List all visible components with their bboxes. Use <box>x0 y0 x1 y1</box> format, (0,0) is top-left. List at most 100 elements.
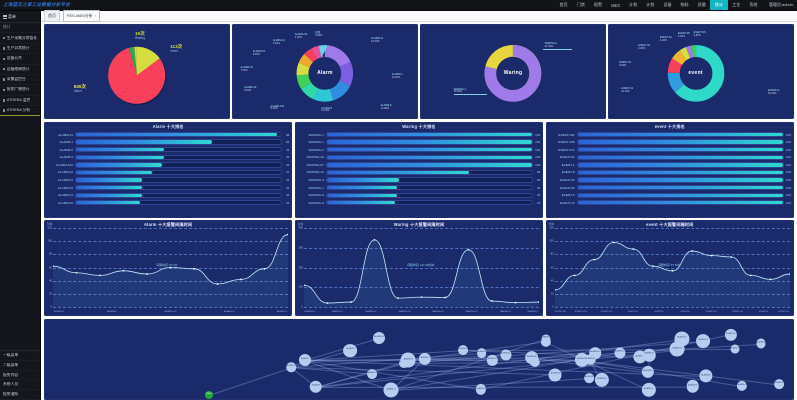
network-node[interactable]: ALARM-14 <box>548 368 562 382</box>
network-node[interactable]: ALARM-8 <box>309 380 323 393</box>
network-node[interactable]: ALARM-21 <box>418 352 432 365</box>
sidebar-bottom-item-4[interactable]: 报警通知 › <box>0 390 40 400</box>
network-node[interactable]: ALARM-44 <box>487 355 498 366</box>
series-annotation: 间隔时间: 67.54分 <box>658 262 681 267</box>
network-node[interactable]: ALARM-52 <box>500 349 512 361</box>
network-node[interactable]: ALARM-41 <box>674 331 690 347</box>
donut-label-2: EVENT-02 8.40% <box>619 60 631 67</box>
network-node[interactable]: ALARM-11 <box>286 362 296 373</box>
sidebar-item-1[interactable]: 生产异常统计 › <box>0 44 40 55</box>
top-nav: 首页 门禁 报警 MES 计划 计划 设备 物料 质量 统计 工艺 系统 <box>555 0 762 10</box>
network-node[interactable]: ALARM-99 <box>736 380 748 392</box>
y-tick-label: 120 <box>47 226 52 230</box>
bar-track <box>75 177 283 183</box>
gridline <box>303 228 540 229</box>
network-node[interactable]: ALARM-66 <box>594 372 609 387</box>
sidebar-item-5[interactable]: 报警广播统计 › <box>0 85 40 96</box>
topnav-item-8[interactable]: 质量 <box>697 2 706 7</box>
bar-track <box>576 192 784 198</box>
network-node[interactable]: ALARM-26 <box>589 347 601 359</box>
network-node[interactable]: ALARM-102 <box>373 331 386 344</box>
sidebar-bottom-item-3[interactable]: 系统人员 › <box>0 380 40 391</box>
network-node[interactable]: ALARM-61 <box>475 384 487 395</box>
network-node[interactable]: ALARM-12 <box>367 369 378 379</box>
topnav-item-2[interactable]: 报警 <box>593 2 603 7</box>
bar-track <box>576 169 784 176</box>
bar-track <box>325 169 534 176</box>
network-node[interactable]: ALARM-64 <box>696 333 710 348</box>
sidebar-item-2[interactable]: 设备公共 › <box>0 54 40 65</box>
topnav-item-3[interactable]: MES <box>611 2 620 8</box>
bar-fill <box>577 193 783 197</box>
sidebar-item-4[interactable]: 采集监控台 › <box>0 75 40 86</box>
network-node[interactable]: ALARM-1 <box>299 354 312 367</box>
tab-0[interactable]: 首页 <box>44 10 60 22</box>
network-root-node[interactable]: START <box>205 390 213 399</box>
topnav-item-1[interactable]: 门禁 <box>576 2 585 7</box>
network-node[interactable]: ALARM-9 <box>343 343 358 358</box>
y-tick-label: 40 <box>550 279 554 283</box>
line-series <box>303 238 539 307</box>
sidebar-bottom-label: 报警内容 <box>3 372 19 377</box>
network-node[interactable]: ALARM-82 <box>641 365 654 379</box>
sidebar-item-6[interactable]: ATHENA 监控 › <box>0 96 40 106</box>
network-node[interactable]: ALARM-15 <box>383 382 399 398</box>
sidebar-spacer <box>0 116 40 350</box>
bar-track <box>75 192 283 198</box>
x-tick-label: EVENT-5 <box>758 310 769 313</box>
topnav-item-7[interactable]: 物料 <box>680 2 689 7</box>
network-node[interactable]: ALARM-29 <box>642 348 656 362</box>
network-node[interactable]: ALARM-88 <box>524 350 539 365</box>
bar-label: EVENT-5 <box>561 193 575 198</box>
network-node[interactable]: ALARM-78 <box>730 344 740 354</box>
network-node[interactable]: ALARM-04 <box>756 338 766 348</box>
bar-row: EVENT-071 100 <box>549 147 791 153</box>
bar-value: 100 <box>785 132 791 137</box>
chevron-right-icon: › <box>37 353 38 358</box>
sidebar-bottom-item-0[interactable]: 一级菜单 › <box>0 351 40 361</box>
x-tick-label: WARING-1 <box>527 310 539 313</box>
bar-track <box>576 177 784 183</box>
network-node[interactable]: ALARM-71 <box>641 382 656 397</box>
tab-1[interactable]: FES-MES分析 × <box>63 10 101 22</box>
topnav-item-5[interactable]: 计划 <box>646 2 655 7</box>
bullet-icon <box>3 88 6 92</box>
network-node[interactable]: ALARM-49 <box>584 354 596 366</box>
sidebar-bottom-item-1[interactable]: 二级菜单 › <box>0 361 40 371</box>
network-node[interactable]: ALARM-86 <box>699 369 713 383</box>
network-node[interactable]: ALARM-16 <box>724 328 737 341</box>
sidebar-item-3[interactable]: 设备故障统计 › <box>0 65 40 75</box>
dashboard-canvas: 19次 Waring 113次 event 630次 Alarm <box>41 22 797 400</box>
topnav-item-10[interactable]: 工艺 <box>732 2 741 7</box>
network-node[interactable]: ALARM-57 <box>584 373 595 384</box>
bar-track <box>325 147 534 153</box>
network-node[interactable]: ALARM-28 <box>774 379 785 390</box>
sidebar-item-7[interactable]: ATHENA 分析 › <box>0 106 40 117</box>
bar-fill <box>326 163 533 167</box>
topnav-item-4[interactable]: 计划 <box>628 2 638 7</box>
sidebar-item-0[interactable]: 生产采集异常管理 › <box>0 33 40 44</box>
network-node[interactable]: ALARM-05 <box>541 334 551 344</box>
bar-row: EVENT-14 100 <box>549 200 791 206</box>
network-node[interactable]: ALARM-07 <box>476 348 487 359</box>
network-node[interactable]: ALARM-33 <box>458 345 469 356</box>
topnav-item-6[interactable]: 设备 <box>663 2 672 7</box>
network-node[interactable]: ALARM-53 <box>686 379 699 393</box>
topnav-item-9[interactable]: 统计 <box>710 0 728 10</box>
sidebar-bottom-item-2[interactable]: 报警内容 › <box>0 371 40 381</box>
bar-label: WARING-10 <box>306 155 324 160</box>
topnav-item-0[interactable]: 首页 <box>559 2 568 7</box>
hamburger-icon[interactable] <box>2 14 7 19</box>
alarm-network-graph[interactable]: ALARM-11 ALARM-1 ALARM-8 ALARM-9 ALARM-102 AL… <box>44 319 794 400</box>
topnav-item-11[interactable]: 系统 <box>749 2 758 7</box>
bar-row: EVENT-02 100 <box>549 177 791 183</box>
alarm-top10-bars: ALARM-11 98 ALARM-1 66 ALARM-8 43 ALARM-9 43 ALA… <box>44 130 292 206</box>
pie-label-alarm: 630次 Alarm <box>73 83 86 93</box>
bar-row: EVENT-5 100 <box>549 192 791 198</box>
sidebar-header[interactable]: 菜单 <box>0 11 40 23</box>
network-node[interactable]: ALARM-19 <box>400 352 416 368</box>
bar-row: EVENT-06 100 <box>549 184 791 191</box>
close-icon[interactable]: × <box>94 14 97 18</box>
line-series <box>53 233 288 307</box>
network-node[interactable]: ALARM-95 <box>614 347 626 359</box>
